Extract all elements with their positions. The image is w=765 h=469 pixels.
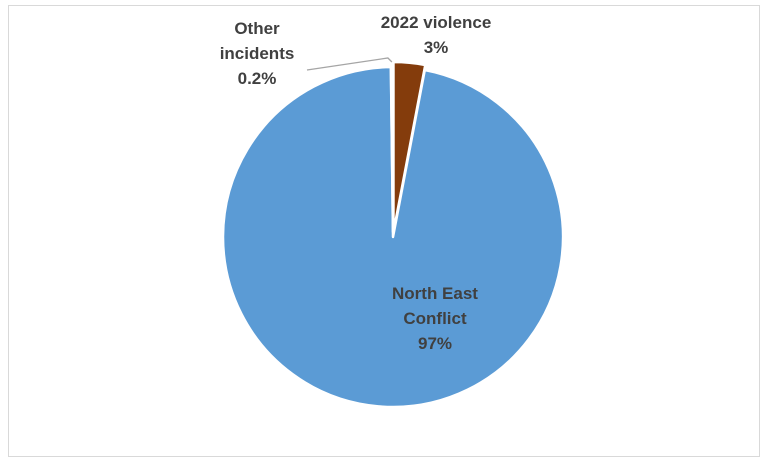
label-north-east-conflict-line-2: 97%: [418, 334, 452, 353]
label-2022-violence: 2022 violence 3%: [381, 13, 492, 57]
label-2022-violence-line-1: 3%: [424, 38, 449, 57]
label-other-incidents-line-2: 0.2%: [238, 69, 277, 88]
label-north-east-conflict: North East Conflict 97%: [392, 284, 478, 353]
label-other-incidents: Other incidents 0.2%: [220, 19, 295, 88]
pie-chart: 2022 violence 3% North East Conflict 97% Othe…: [220, 13, 565, 409]
label-north-east-conflict-line-0: North East: [392, 284, 478, 303]
chart-frame: 2022 violence 3% North East Conflict 97% Othe…: [8, 5, 760, 457]
label-north-east-conflict-line-1: Conflict: [403, 309, 467, 328]
slice-north-east-conflict: [221, 65, 565, 409]
label-other-incidents-line-0: Other: [234, 19, 280, 38]
slice-other-incidents: [389, 60, 395, 234]
leader-line-other-incidents: [306, 57, 393, 71]
label-2022-violence-line-0: 2022 violence: [381, 13, 492, 32]
label-other-incidents-line-1: incidents: [220, 44, 295, 63]
